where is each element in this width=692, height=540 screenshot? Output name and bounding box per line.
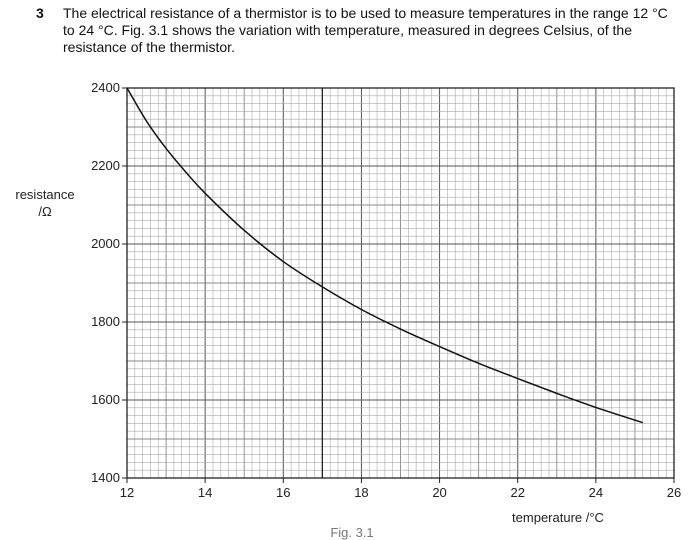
- x-tick-label: 26: [667, 485, 681, 500]
- x-tick-label: 12: [120, 485, 134, 500]
- y-tick-label: 1600: [91, 392, 120, 407]
- y-tick-label: 2400: [91, 80, 120, 95]
- y-tick-label: 2200: [91, 158, 120, 173]
- x-tick-label: 22: [510, 485, 524, 500]
- x-tick-label: 18: [354, 485, 368, 500]
- axes: [126, 87, 675, 479]
- y-axis-label-line2: /Ω: [38, 204, 52, 219]
- y-tick-label: 1400: [91, 470, 120, 485]
- x-tick-label: 24: [589, 485, 603, 500]
- series: [126, 87, 643, 424]
- y-tick-label: 2000: [91, 236, 120, 251]
- x-tick-label: 16: [276, 485, 290, 500]
- tick-labels: 12 14 16 18 20 22 24 26 1400 1600 1800 2000 2200 2400: [91, 80, 681, 500]
- question-text: The electrical resistance of a thermisto…: [63, 5, 668, 55]
- x-axis-label: temperature /°C: [512, 510, 604, 525]
- resistance-curve: [126, 87, 643, 424]
- y-axis-label-line1: resistance: [15, 187, 74, 202]
- x-tick-label: 20: [432, 485, 446, 500]
- x-tick-label: 14: [198, 485, 212, 500]
- figure-caption: Fig. 3.1: [330, 525, 373, 540]
- graph-grid: [126, 87, 675, 479]
- question-number: 3: [36, 5, 44, 21]
- y-tick-label: 1800: [91, 314, 120, 329]
- plot-frame: [126, 87, 675, 479]
